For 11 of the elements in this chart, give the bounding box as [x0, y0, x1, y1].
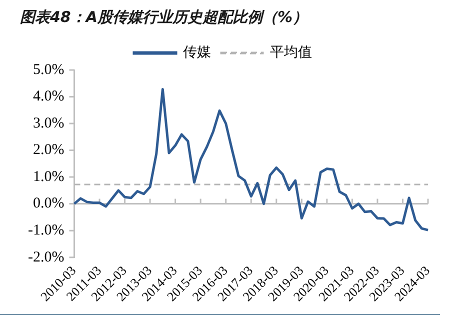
y-tick-label: -1.0% — [28, 222, 64, 239]
y-tick-label: 0.0% — [32, 196, 64, 212]
y-tick-label: 3.0% — [32, 115, 64, 132]
y-tick-label: 1.0% — [32, 168, 64, 185]
legend-label: 传媒 — [183, 44, 211, 61]
legend-label: 平均值 — [270, 44, 312, 61]
y-tick-label: 2.0% — [32, 142, 64, 158]
y-tick-label: 5.0% — [32, 62, 64, 78]
y-tick-label: -2.0% — [28, 249, 64, 266]
chart-title: 图表48：A股传媒行业历史超配比例（%） — [20, 8, 308, 27]
y-tick-label: 4.0% — [32, 88, 64, 105]
